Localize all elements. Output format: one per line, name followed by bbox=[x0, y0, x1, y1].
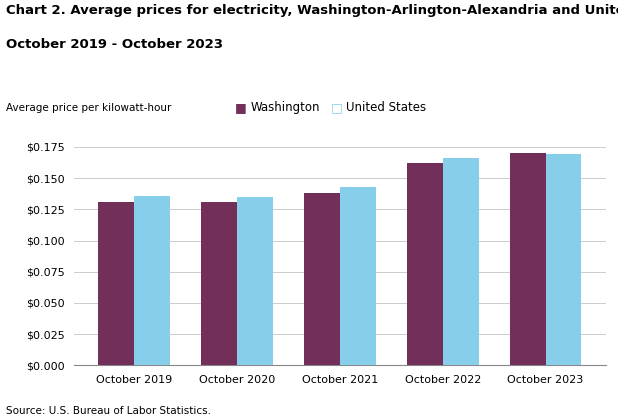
Bar bbox=[340, 187, 376, 365]
Bar bbox=[201, 202, 237, 365]
Text: October 2019 - October 2023: October 2019 - October 2023 bbox=[6, 38, 223, 51]
Bar bbox=[237, 197, 273, 365]
Text: Washington: Washington bbox=[250, 101, 320, 114]
Text: Chart 2. Average prices for electricity, Washington-Arlington-Alexandria and Uni: Chart 2. Average prices for electricity,… bbox=[6, 4, 618, 17]
Text: □: □ bbox=[331, 101, 342, 114]
Text: United States: United States bbox=[346, 101, 426, 114]
Bar bbox=[407, 163, 442, 365]
Bar bbox=[134, 196, 171, 365]
Text: Source: U.S. Bureau of Labor Statistics.: Source: U.S. Bureau of Labor Statistics. bbox=[6, 406, 211, 416]
Bar bbox=[98, 202, 134, 365]
Bar bbox=[442, 158, 479, 365]
Bar bbox=[509, 153, 546, 365]
Text: ■: ■ bbox=[235, 101, 247, 114]
Text: Average price per kilowatt-hour: Average price per kilowatt-hour bbox=[6, 103, 172, 113]
Bar bbox=[546, 155, 582, 365]
Bar bbox=[304, 193, 340, 365]
